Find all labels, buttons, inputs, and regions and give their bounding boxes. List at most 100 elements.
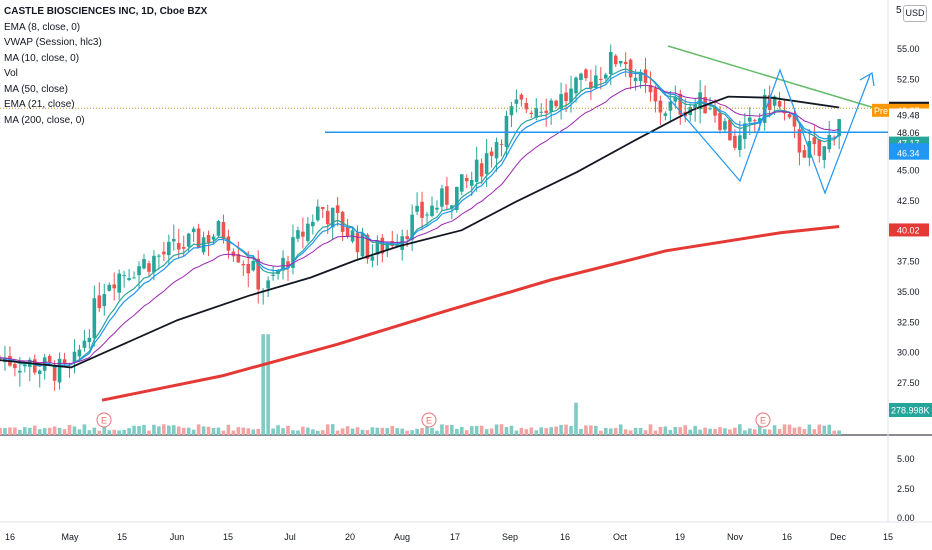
candle (509, 106, 514, 116)
legend-indicator-ema21[interactable]: EMA (21, close) (4, 99, 75, 110)
candle (544, 110, 548, 113)
price-label-6: 46.34 (897, 149, 920, 159)
time-tick-6: 20 (345, 532, 355, 542)
volume-bar (703, 427, 707, 435)
volume-bar (797, 426, 802, 435)
candle (474, 159, 479, 182)
volume-bar (658, 426, 663, 435)
candle (812, 137, 817, 145)
volume-bar (723, 428, 727, 435)
legend-indicator-ema8[interactable]: EMA (8, close, 0) (4, 21, 81, 33)
candle (271, 274, 275, 276)
series-0 (101, 225, 840, 402)
candle (47, 355, 52, 362)
candle (147, 263, 151, 272)
candle (747, 117, 752, 122)
volume-bar (688, 429, 692, 435)
candle (425, 214, 429, 216)
volume-bar (395, 428, 400, 435)
time-tick-4: 15 (223, 532, 233, 542)
currency-button[interactable]: USD (903, 5, 927, 22)
pattern-arrowhead (859, 72, 875, 87)
candle (311, 221, 315, 227)
candle (514, 99, 519, 104)
volume-bar (648, 424, 653, 435)
volume-bar (191, 429, 196, 435)
candle (564, 92, 568, 101)
volume-bar (772, 425, 777, 435)
candle (325, 210, 330, 225)
candle (167, 241, 171, 256)
volume-bar (782, 424, 787, 435)
trend-line (667, 45, 889, 113)
volume-bar (52, 426, 57, 435)
candle (57, 358, 62, 383)
volume-bar (494, 424, 499, 435)
candle (450, 205, 454, 209)
candle (733, 135, 737, 148)
volume-bar (718, 427, 722, 435)
candle (266, 280, 270, 289)
volume-bar (102, 424, 107, 435)
candle (658, 100, 663, 113)
candle (320, 207, 325, 210)
price-tick-1: 52.50 (897, 74, 920, 84)
time-tick-1: May (61, 532, 79, 542)
legend-indicator-ma200[interactable]: MA (200, close, 0) (4, 114, 85, 126)
volume-bar (549, 427, 553, 435)
candle (107, 284, 112, 291)
volume-bar (18, 429, 22, 435)
candle (827, 134, 832, 150)
legend-indicator-vwap[interactable]: VWAP (Session, hlc3) (4, 37, 102, 48)
price-tick-0: 55.00 (897, 44, 920, 54)
candle (405, 236, 409, 239)
volume-bar (32, 425, 37, 435)
volume-bar (132, 425, 136, 435)
time-tick-14: 16 (782, 532, 792, 542)
time-tick-7: Aug (394, 532, 410, 542)
candle (668, 101, 673, 111)
price-tick-7: 37.50 (897, 257, 920, 267)
time-tick-5: Jul (284, 532, 296, 542)
volume-bar (499, 424, 504, 435)
candle (524, 103, 529, 110)
volume-bar (539, 427, 544, 435)
volume-bar (226, 424, 231, 435)
candle (797, 129, 802, 153)
volume-bar (241, 427, 246, 435)
legend-indicator-ma50[interactable]: MA (50, close) (4, 83, 68, 95)
volume-bar (633, 427, 638, 435)
earnings-marker-1 (421, 412, 437, 428)
candle (752, 120, 757, 122)
candle (529, 112, 534, 114)
volume-bar (663, 426, 668, 435)
candle (186, 233, 191, 247)
earnings-marker-label-0: E (101, 416, 107, 426)
candle (291, 237, 295, 268)
candle (236, 254, 241, 263)
candle (375, 240, 380, 255)
candle (152, 255, 156, 273)
volume-bar (301, 426, 305, 435)
volume-bar (157, 426, 161, 435)
volume-bar (802, 429, 807, 435)
series-1 (0, 95, 840, 369)
volume-bar (390, 425, 395, 435)
candle (599, 78, 603, 80)
volume-bar (738, 424, 742, 435)
legend-indicator-ma10[interactable]: MA (10, close, 0) (4, 52, 80, 64)
candle (738, 135, 742, 151)
volume-bar (474, 426, 479, 435)
volume-bar (743, 430, 747, 435)
volume-bar (117, 430, 121, 435)
price-tick-5: 42.50 (897, 196, 920, 206)
volume-bar (306, 427, 310, 435)
legend-indicator-vol[interactable]: Vol (4, 68, 18, 79)
candle (72, 351, 77, 363)
time-tick-11: Oct (613, 532, 628, 542)
candle (142, 259, 146, 269)
candle (395, 245, 400, 247)
candle (613, 55, 618, 65)
volume-bar (57, 427, 62, 435)
